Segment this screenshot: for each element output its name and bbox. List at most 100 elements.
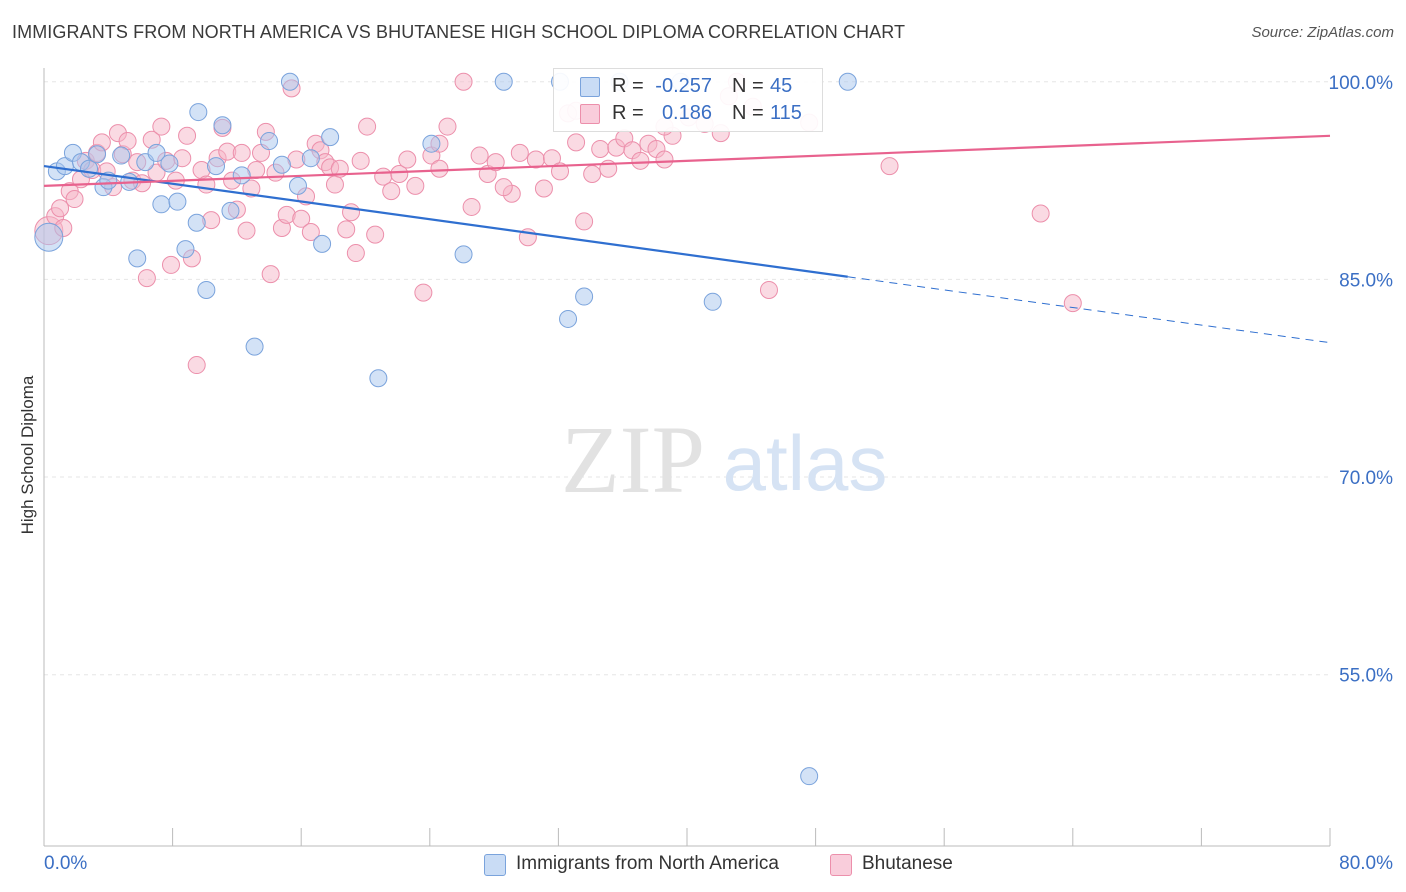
bhutanese-point-75	[462, 197, 481, 216]
north_america-point-6	[88, 145, 107, 164]
legend-r-value: 0.186	[661, 102, 712, 124]
legend-r-value: -0.257	[655, 75, 712, 97]
bhutanese-point-58	[330, 159, 349, 178]
north_america-point-25	[245, 337, 264, 356]
north_america-point-38	[559, 309, 578, 328]
bhutanese-point-95	[631, 151, 650, 170]
north_america-trend-line	[43, 165, 848, 278]
y-tick-labels: 100.0% 85.0% 70.0% 55.0%	[1329, 73, 1394, 687]
north_america-point-32	[321, 128, 340, 147]
north_america-point-28	[280, 72, 299, 91]
bhutanese-point-87	[567, 133, 586, 152]
legend-swatch-bhutanese	[580, 104, 600, 124]
north_america-point-16	[168, 192, 187, 211]
bhutanese-point-61	[346, 244, 365, 263]
bhutanese-point-63	[358, 117, 377, 136]
bottom-legend-label: Immigrants from North America	[516, 853, 779, 874]
legend-row-north-america: R = -0.257 N = 45	[554, 73, 822, 99]
legend-n-label: N =	[732, 102, 764, 124]
x-tick-label-max: 80.0%	[1339, 853, 1393, 874]
legend-n-value: 45	[770, 75, 793, 97]
bhutanese-point-59	[337, 220, 356, 239]
correlation-legend: R = -0.257 N = 45 R = 0.186 N = 115	[553, 68, 823, 132]
bhutanese-point-52	[301, 222, 320, 241]
watermark-zip: ZIP	[561, 406, 705, 513]
bhutanese-point-98	[655, 150, 674, 169]
legend-n-label: N =	[732, 75, 764, 97]
bhutanese-point-67	[390, 165, 409, 183]
bhutanese-point-64	[366, 225, 385, 244]
north_america-point-43	[838, 72, 857, 91]
bhutanese-point-5	[65, 190, 84, 209]
north_america-point-19	[189, 103, 208, 122]
bhutanese-point-70	[414, 283, 433, 302]
north_america-point-21	[207, 157, 226, 176]
bottom-legend-swatch-bhutanese	[830, 854, 852, 876]
north_america-point-30	[301, 149, 320, 168]
north_america-point-15	[160, 154, 179, 173]
bhutanese-point-88	[575, 212, 594, 231]
legend-n-value: 115	[770, 102, 802, 124]
bhutanese-point-80	[510, 143, 529, 162]
bhutanese-point-44	[261, 265, 280, 284]
bhutanese-point-90	[591, 139, 610, 158]
north_america-point-29	[288, 176, 307, 195]
y-tick-label-1: 85.0%	[1339, 270, 1393, 291]
north_america-point-13	[147, 143, 166, 162]
bhutanese-point-107	[880, 157, 899, 176]
legend-r-label: R =	[612, 75, 644, 97]
bhutanese-point-69	[406, 176, 425, 195]
north_america-point-14	[152, 195, 171, 214]
chart-source: Source: ZipAtlas.com	[1251, 24, 1394, 41]
north_america-point-18	[187, 213, 206, 232]
bhutanese-point-111	[494, 178, 513, 197]
north_america-point-36	[494, 72, 513, 91]
watermark-atlas: atlas	[723, 419, 888, 507]
north_america-point-26	[260, 132, 279, 151]
north_america-point-27	[272, 155, 291, 174]
bhutanese-point-38	[232, 143, 251, 162]
bhutanese-point-73	[438, 117, 457, 136]
bhutanese-trend-line	[43, 134, 1331, 187]
north_america-point-20	[197, 280, 216, 299]
bhutanese-point-19	[137, 269, 156, 288]
bhutanese-point-27	[178, 126, 197, 145]
bhutanese-point-85	[551, 162, 570, 181]
north_america-point-39	[575, 287, 594, 306]
north_america-point-33	[369, 369, 388, 388]
bhutanese-point-89	[583, 165, 602, 183]
bottom-legend-label: Bhutanese	[862, 853, 953, 874]
x-tick-label-min: 0.0%	[44, 853, 87, 874]
bhutanese-point-60	[342, 203, 361, 222]
bhutanese-point-29	[187, 356, 206, 375]
bhutanese-point-76	[470, 146, 489, 165]
bhutanese-point-24	[161, 255, 180, 274]
chart-title: IMMIGRANTS FROM NORTH AMERICA VS BHUTANE…	[12, 22, 906, 42]
bhutanese-point-50	[292, 209, 311, 228]
bhutanese-point-83	[534, 179, 553, 198]
legend-r-label: R =	[612, 102, 644, 124]
y-tick-label-0: 100.0%	[1329, 73, 1394, 94]
bhutanese-point-108	[1031, 204, 1050, 223]
bhutanese-point-40	[242, 179, 261, 198]
bhutanese-point-109	[1063, 294, 1082, 313]
bhutanese-point-39	[237, 221, 256, 240]
bhutanese-point-74	[454, 72, 473, 91]
north_america-point-23	[221, 201, 240, 220]
bhutanese-point-62	[351, 151, 370, 170]
north_america-point-9	[112, 146, 131, 165]
trend-lines	[43, 134, 1331, 344]
bhutanese-point-66	[382, 182, 401, 201]
bhutanese-point-78	[486, 153, 505, 172]
bhutanese-point-22	[152, 117, 171, 136]
north_america-point-44	[800, 767, 819, 786]
y-tick-label-3: 55.0%	[1339, 666, 1393, 687]
bottom-legend-swatch-north-america	[484, 854, 506, 876]
watermark: ZIP atlas	[561, 406, 887, 513]
north_america-point-11	[128, 249, 147, 268]
axes	[43, 68, 1331, 847]
y-axis-label: High School Diploma	[18, 375, 37, 535]
bhutanese-point-68	[398, 150, 417, 169]
north_america-point-22	[213, 116, 232, 135]
